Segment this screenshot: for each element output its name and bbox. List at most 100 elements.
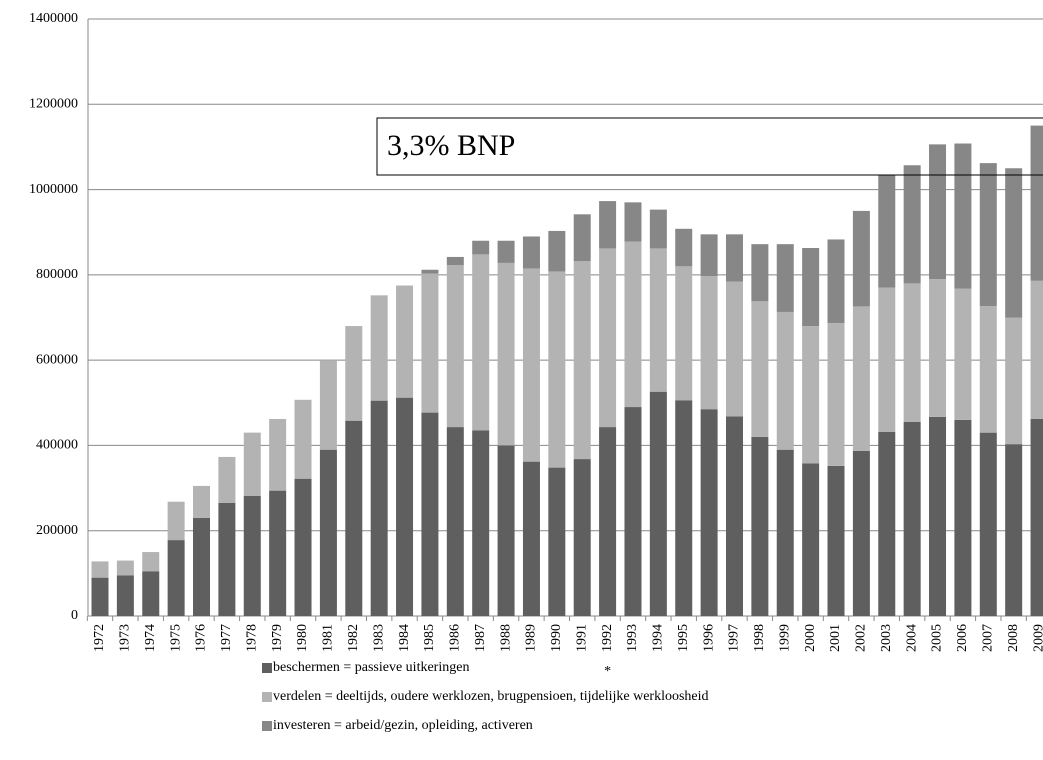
bar-segment — [446, 427, 464, 616]
legend-swatch — [262, 721, 272, 731]
x-tick-label: 1976 — [194, 624, 209, 652]
bar-segment — [548, 271, 566, 468]
bar-segment — [675, 228, 693, 267]
bar-segment — [599, 248, 617, 428]
bar-segment — [827, 239, 845, 324]
bar-segment — [1030, 418, 1043, 616]
bar-segment — [116, 575, 134, 616]
bar-segment — [700, 409, 718, 616]
bar-segment — [1005, 444, 1023, 616]
bar-segment — [1030, 125, 1043, 281]
bar-segment — [802, 326, 820, 464]
bar-segment — [954, 288, 972, 420]
y-tick-label: 400000 — [36, 438, 78, 453]
bar-segment — [370, 295, 388, 401]
x-tick-label: 1993 — [625, 624, 640, 652]
y-tick-label: 600000 — [36, 352, 78, 367]
bar-segment — [776, 311, 794, 450]
bar-segment — [396, 397, 414, 616]
bar-segment — [573, 261, 591, 460]
y-tick-label: 800000 — [36, 267, 78, 282]
legend-label: investeren = arbeid/gezin, opleiding, ac… — [273, 718, 533, 733]
bar-segment — [269, 490, 287, 616]
footnote-mark: * — [604, 664, 611, 679]
bar-segment — [1030, 280, 1043, 419]
bar-segment — [878, 287, 896, 432]
bar-segment — [396, 285, 414, 398]
x-tick-label: 2001 — [828, 624, 843, 652]
bar-segment — [954, 143, 972, 289]
bar-segment — [751, 244, 769, 302]
bar-segment — [852, 306, 870, 451]
y-tick-label: 0 — [71, 608, 78, 623]
x-tick-label: 1986 — [448, 624, 463, 652]
x-tick-label: 1989 — [524, 624, 539, 652]
bar-segment — [852, 450, 870, 616]
bar-segment — [649, 248, 667, 392]
y-tick-label: 1200000 — [29, 97, 78, 112]
x-tick-label: 1999 — [777, 624, 792, 652]
bar-segment — [852, 210, 870, 307]
bar-segment — [929, 144, 947, 280]
bar-segment — [979, 163, 997, 306]
bar-segment — [929, 279, 947, 417]
bar-segment — [91, 577, 109, 616]
bar-segment — [472, 254, 490, 431]
bar-segment — [776, 449, 794, 616]
annotation: 3,3% BNP — [387, 129, 515, 162]
x-tick-label: 1980 — [295, 624, 310, 652]
x-tick-label: 1985 — [422, 624, 437, 652]
bar-segment — [472, 430, 490, 616]
x-tick-label: 1994 — [651, 624, 666, 652]
legend-label: beschermen = passieve uitkeringen — [273, 660, 469, 675]
bar-segment — [979, 305, 997, 433]
x-tick-label: 1996 — [701, 624, 716, 652]
bar-segment — [599, 427, 617, 616]
bar-segment — [903, 421, 921, 616]
bar-segment — [421, 269, 439, 274]
bar-segment — [903, 283, 921, 422]
x-tick-label: 1982 — [346, 624, 361, 652]
x-tick-label: 1988 — [498, 624, 513, 652]
x-tick-label: 1990 — [549, 624, 564, 652]
bar-segment — [548, 230, 566, 272]
x-tick-label: 1972 — [92, 624, 107, 652]
bar-segment — [319, 360, 337, 450]
bar-segment — [497, 445, 515, 616]
x-tick-label: 1979 — [270, 624, 285, 652]
legend-swatch — [262, 692, 272, 702]
bar-segment — [725, 416, 743, 616]
bar-segment — [522, 461, 540, 616]
y-tick-label: 1000000 — [29, 182, 78, 197]
bar-segment — [345, 326, 363, 421]
x-tick-label: 1984 — [397, 624, 412, 652]
bar-segment — [573, 459, 591, 616]
bar-segment — [421, 412, 439, 616]
bar-segment — [776, 244, 794, 312]
bar-segment — [294, 399, 312, 479]
bar-segment — [725, 281, 743, 417]
x-tick-label: 2007 — [981, 624, 996, 652]
bar-segment — [421, 273, 439, 413]
legend-label: verdelen = deeltijds, oudere werklozen, … — [273, 689, 709, 704]
bar-segment — [142, 571, 160, 616]
x-tick-label: 1983 — [371, 624, 386, 652]
bar-segment — [167, 501, 185, 541]
bar-segment — [751, 301, 769, 437]
bar-segment — [446, 265, 464, 428]
annotation-box — [376, 117, 1043, 176]
x-tick-label: 2004 — [904, 624, 919, 652]
x-tick-label: 2005 — [930, 624, 945, 652]
bar-segment — [548, 467, 566, 616]
bar-segment — [573, 214, 591, 262]
legend-swatch — [262, 663, 272, 673]
bar-segment — [827, 323, 845, 466]
bar-segment — [1005, 168, 1023, 318]
y-tick-label: 1400000 — [29, 11, 78, 26]
bar-segment — [675, 266, 693, 401]
x-tick-label: 1992 — [600, 624, 615, 652]
bar-segment — [649, 391, 667, 616]
bar-segment — [649, 209, 667, 249]
bar-segment — [954, 419, 972, 616]
